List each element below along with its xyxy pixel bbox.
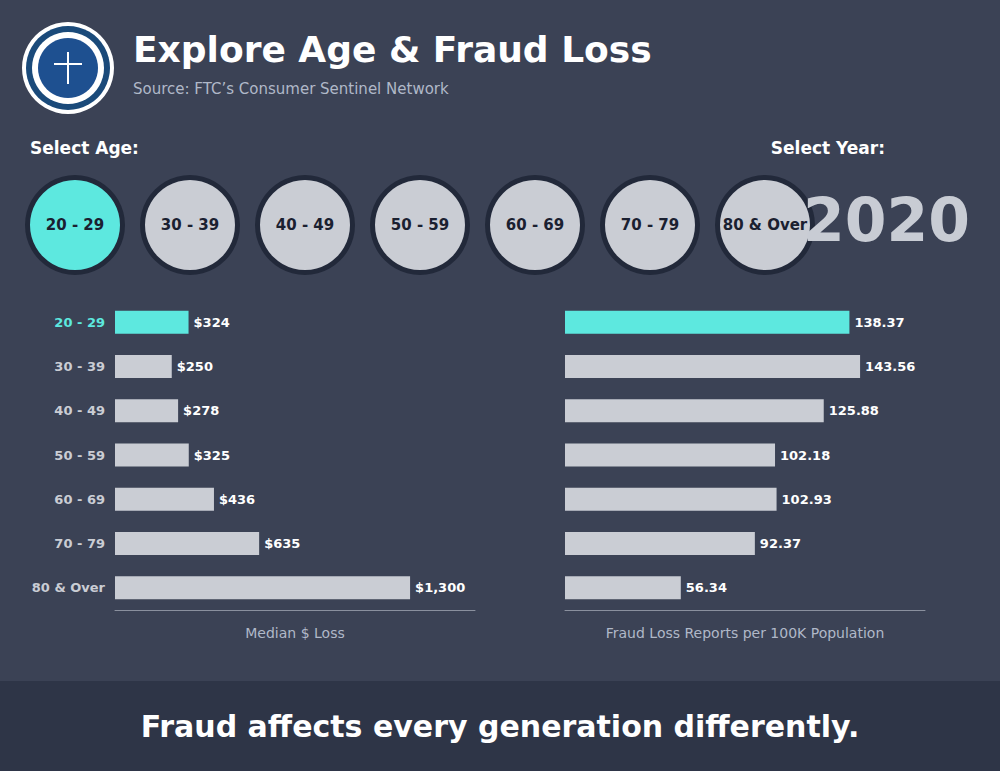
svg-text:138.37: 138.37 bbox=[854, 315, 904, 330]
svg-text:102.18: 102.18 bbox=[780, 448, 830, 463]
svg-text:Select Age:: Select Age: bbox=[30, 138, 139, 158]
svg-text:92.37: 92.37 bbox=[760, 536, 801, 551]
svg-text:Select Year:: Select Year: bbox=[771, 138, 885, 158]
svg-text:70 - 79: 70 - 79 bbox=[54, 536, 105, 551]
svg-text:80 & Over: 80 & Over bbox=[32, 580, 106, 595]
svg-text:40 - 49: 40 - 49 bbox=[276, 216, 334, 234]
svg-text:Explore Age & Fraud Loss: Explore Age & Fraud Loss bbox=[133, 29, 652, 70]
svg-text:2020: 2020 bbox=[803, 185, 970, 255]
svg-text:20 - 29: 20 - 29 bbox=[46, 216, 104, 234]
svg-text:Fraud Loss Reports per 100K Po: Fraud Loss Reports per 100K Population bbox=[606, 625, 885, 641]
svg-text:Source: FTC’s Consumer Sentine: Source: FTC’s Consumer Sentinel Network bbox=[133, 80, 449, 98]
svg-text:Median $ Loss: Median $ Loss bbox=[245, 625, 344, 641]
svg-text:143.56: 143.56 bbox=[865, 359, 915, 374]
svg-text:$635: $635 bbox=[264, 536, 300, 551]
svg-text:$278: $278 bbox=[183, 403, 219, 418]
svg-text:30 - 39: 30 - 39 bbox=[54, 359, 105, 374]
svg-text:80 & Over: 80 & Over bbox=[723, 216, 808, 234]
svg-text:60 - 69: 60 - 69 bbox=[54, 492, 105, 507]
svg-text:$250: $250 bbox=[177, 359, 213, 374]
svg-text:40 - 49: 40 - 49 bbox=[54, 403, 105, 418]
svg-text:Fraud affects every generation: Fraud affects every generation different… bbox=[141, 709, 860, 744]
svg-text:$325: $325 bbox=[194, 448, 230, 463]
svg-text:102.93: 102.93 bbox=[782, 492, 832, 507]
svg-text:60 - 69: 60 - 69 bbox=[506, 216, 564, 234]
svg-text:30 - 39: 30 - 39 bbox=[161, 216, 219, 234]
svg-text:$324: $324 bbox=[194, 315, 230, 330]
svg-text:$436: $436 bbox=[219, 492, 255, 507]
svg-text:20 - 29: 20 - 29 bbox=[54, 315, 105, 330]
svg-text:$1,300: $1,300 bbox=[415, 580, 465, 595]
svg-text:70 - 79: 70 - 79 bbox=[621, 216, 679, 234]
svg-text:125.88: 125.88 bbox=[829, 403, 879, 418]
svg-text:56.34: 56.34 bbox=[686, 580, 727, 595]
svg-text:50 - 59: 50 - 59 bbox=[54, 448, 105, 463]
svg-text:50 - 59: 50 - 59 bbox=[391, 216, 449, 234]
